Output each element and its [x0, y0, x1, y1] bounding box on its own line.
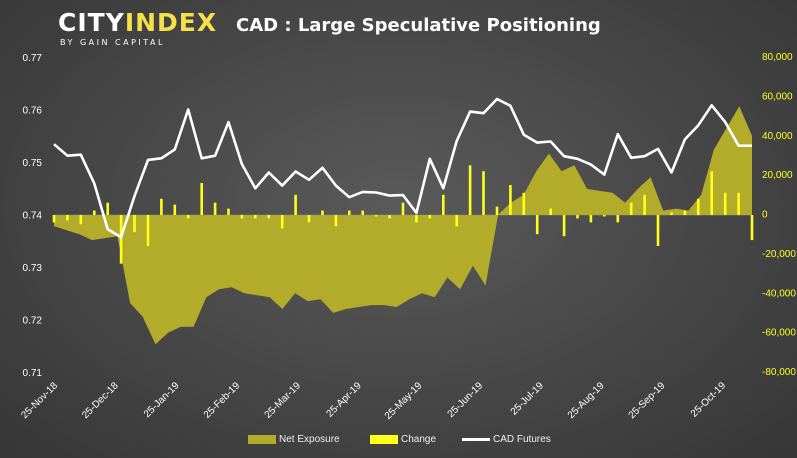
- change-bar: [629, 202, 633, 215]
- change-bar: [52, 215, 56, 223]
- change-bar: [495, 206, 499, 215]
- change-bar: [280, 215, 284, 229]
- change-bar: [415, 215, 418, 223]
- right-axis-tick: -20,000: [762, 249, 796, 260]
- left-axis-tick: 0.75: [23, 158, 43, 169]
- net-exposure-swatch: [248, 435, 276, 444]
- chart-title: CAD : Large Speculative Positioning: [236, 15, 601, 36]
- logo-tagline: BY GAIN CAPITAL: [60, 38, 165, 47]
- right-axis-tick: 60,000: [762, 91, 793, 102]
- change-bar: [522, 192, 526, 215]
- change-bar: [428, 215, 432, 219]
- legend-net-exposure: Net Exposure: [248, 434, 340, 445]
- x-axis-tick: 25-Apr-19: [325, 380, 365, 420]
- change-bar: [589, 215, 593, 223]
- change-bar: [710, 171, 713, 215]
- change-bar: [603, 215, 606, 217]
- change-bar: [267, 215, 271, 219]
- change-bar: [616, 215, 620, 223]
- change-bar: [321, 210, 324, 215]
- right-axis-tick: 40,000: [762, 131, 793, 142]
- right-axis-tick: 20,000: [762, 170, 793, 181]
- right-axis-tick: -60,000: [762, 328, 796, 339]
- change-bar: [549, 208, 552, 215]
- right-axis-tick: -40,000: [762, 288, 796, 299]
- left-axis-tick: 0.71: [23, 368, 43, 379]
- net-exposure-area: [54, 106, 752, 345]
- change-bar: [656, 215, 660, 246]
- change-bar: [468, 165, 472, 215]
- change-bar: [643, 194, 646, 215]
- x-axis-tick: 25-Sep-19: [627, 380, 668, 421]
- change-bar: [213, 202, 217, 215]
- left-axis-tick: 0.77: [23, 53, 43, 64]
- change-bar: [334, 215, 338, 227]
- legend-cad-futures: CAD Futures: [462, 434, 551, 445]
- left-axis-tick: 0.74: [23, 211, 43, 222]
- x-axis-tick: 25-Nov-18: [19, 380, 60, 421]
- change-bar: [683, 210, 687, 215]
- change-bar: [455, 215, 458, 227]
- left-axis-tick: 0.72: [23, 316, 43, 327]
- cad-futures-swatch: [462, 438, 490, 441]
- x-axis-tick: 25-Jun-19: [446, 380, 486, 420]
- x-axis-tick: 25-Jan-19: [142, 380, 182, 420]
- change-bar: [361, 210, 364, 215]
- left-axis-tick: 0.73: [23, 263, 43, 274]
- change-bar: [146, 215, 150, 246]
- legend-label-change: Change: [401, 434, 437, 445]
- change-bar: [93, 210, 96, 215]
- change-bar: [562, 215, 566, 237]
- x-axis-tick: 25-May-19: [383, 380, 425, 422]
- change-swatch: [370, 435, 398, 444]
- change-bar: [240, 215, 244, 219]
- change-bar: [401, 202, 405, 215]
- change-bar: [482, 171, 485, 215]
- legend-label-net-exposure: Net Exposure: [279, 434, 340, 445]
- change-bar: [160, 198, 163, 216]
- change-bar: [576, 215, 579, 219]
- change-bar: [509, 185, 512, 215]
- change-bar: [307, 215, 311, 223]
- cad-futures-line: [53, 97, 752, 239]
- change-bar: [737, 192, 740, 215]
- change-bar: [106, 202, 109, 215]
- change-bar: [200, 183, 203, 215]
- x-axis-tick: 25-Feb-19: [202, 380, 243, 421]
- x-axis-tick: 25-Oct-19: [689, 380, 729, 420]
- x-axis-tick: 25-Aug-19: [566, 380, 607, 421]
- change-bar: [670, 212, 673, 215]
- change-bar: [348, 210, 351, 215]
- right-axis-tick: 80,000: [762, 52, 793, 63]
- change-bar: [186, 215, 190, 219]
- change-bar: [133, 215, 136, 233]
- chart-legend: Net Exposure Change CAD Futures: [0, 434, 797, 448]
- change-bar: [535, 215, 539, 235]
- legend-change: Change: [370, 434, 436, 445]
- right-axis-tick: -80,000: [762, 367, 796, 378]
- x-axis-tick: 25-Jul-19: [509, 380, 547, 418]
- change-bar: [442, 194, 445, 215]
- change-bar: [227, 208, 230, 215]
- cityindex-logo: CITYINDEX: [58, 8, 218, 37]
- change-bar: [66, 215, 69, 221]
- change-bar: [750, 215, 754, 241]
- change-bar: [173, 204, 177, 215]
- change-bar: [254, 215, 257, 219]
- right-axis-tick: 0: [762, 210, 768, 221]
- x-axis-tick: 25-Mar-19: [263, 380, 304, 421]
- x-axis-tick: 25-Dec-18: [80, 380, 121, 421]
- change-bar: [79, 215, 83, 225]
- change-bar: [294, 194, 297, 215]
- change-bar: [119, 215, 123, 264]
- change-bar: [697, 198, 700, 216]
- change-bar: [388, 215, 391, 219]
- left-axis-tick: 0.76: [23, 106, 43, 117]
- legend-label-cad-futures: CAD Futures: [493, 434, 551, 445]
- change-bar: [374, 215, 378, 217]
- change-bar: [723, 192, 727, 215]
